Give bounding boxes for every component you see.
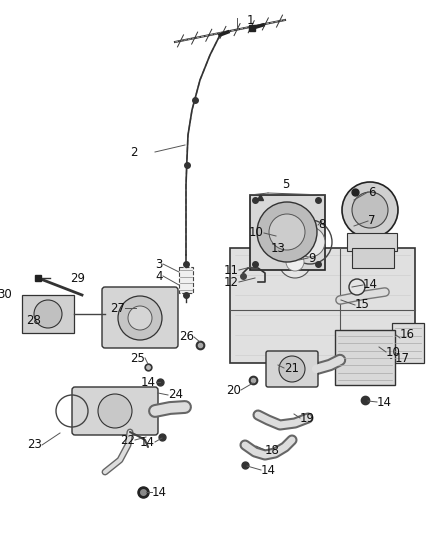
Text: 17: 17 xyxy=(395,351,410,365)
Text: 14: 14 xyxy=(363,279,378,292)
Text: 22: 22 xyxy=(120,433,135,447)
Text: 21: 21 xyxy=(284,361,299,375)
Text: 14: 14 xyxy=(261,464,276,477)
Text: 24: 24 xyxy=(168,389,183,401)
Text: 14: 14 xyxy=(140,435,155,448)
Circle shape xyxy=(349,279,365,295)
Text: 5: 5 xyxy=(282,179,290,191)
Text: 7: 7 xyxy=(368,214,375,228)
Text: 18: 18 xyxy=(265,443,280,456)
Text: 13: 13 xyxy=(271,241,286,254)
Circle shape xyxy=(295,227,325,257)
Text: 20: 20 xyxy=(226,384,241,397)
Circle shape xyxy=(257,202,317,262)
Text: 10: 10 xyxy=(249,227,264,239)
Text: 26: 26 xyxy=(179,330,194,343)
Text: 14: 14 xyxy=(377,395,392,408)
Text: 25: 25 xyxy=(130,351,145,365)
Text: 14: 14 xyxy=(152,486,167,498)
Text: 1: 1 xyxy=(247,13,254,27)
Text: 30: 30 xyxy=(0,288,12,302)
Circle shape xyxy=(128,306,152,330)
FancyBboxPatch shape xyxy=(230,248,415,363)
FancyBboxPatch shape xyxy=(266,351,318,387)
FancyBboxPatch shape xyxy=(335,330,395,385)
Text: 14: 14 xyxy=(141,376,156,389)
Text: 3: 3 xyxy=(155,257,163,271)
Text: 4: 4 xyxy=(155,270,163,282)
FancyBboxPatch shape xyxy=(347,233,397,251)
FancyBboxPatch shape xyxy=(22,295,74,333)
FancyBboxPatch shape xyxy=(250,195,325,270)
FancyBboxPatch shape xyxy=(179,267,193,293)
Text: 12: 12 xyxy=(224,276,239,288)
FancyBboxPatch shape xyxy=(102,287,178,348)
Text: 8: 8 xyxy=(318,219,325,231)
FancyBboxPatch shape xyxy=(72,387,158,435)
Circle shape xyxy=(269,214,305,250)
Text: 28: 28 xyxy=(26,313,41,327)
Text: 16: 16 xyxy=(400,328,415,342)
Circle shape xyxy=(352,192,388,228)
Circle shape xyxy=(34,300,62,328)
Text: 11: 11 xyxy=(224,263,239,277)
Text: 2: 2 xyxy=(130,146,138,158)
Text: 29: 29 xyxy=(70,271,85,285)
Text: 27: 27 xyxy=(110,302,125,314)
Text: 10: 10 xyxy=(386,345,401,359)
Circle shape xyxy=(98,394,132,428)
Text: 9: 9 xyxy=(308,252,315,264)
Text: 15: 15 xyxy=(355,298,370,311)
Circle shape xyxy=(118,296,162,340)
FancyBboxPatch shape xyxy=(352,248,394,268)
Circle shape xyxy=(342,182,398,238)
Circle shape xyxy=(279,356,305,382)
Text: 23: 23 xyxy=(27,439,42,451)
Text: 6: 6 xyxy=(368,185,375,198)
FancyBboxPatch shape xyxy=(392,323,424,363)
Text: 19: 19 xyxy=(300,411,315,424)
Circle shape xyxy=(286,253,304,271)
Circle shape xyxy=(279,246,311,278)
